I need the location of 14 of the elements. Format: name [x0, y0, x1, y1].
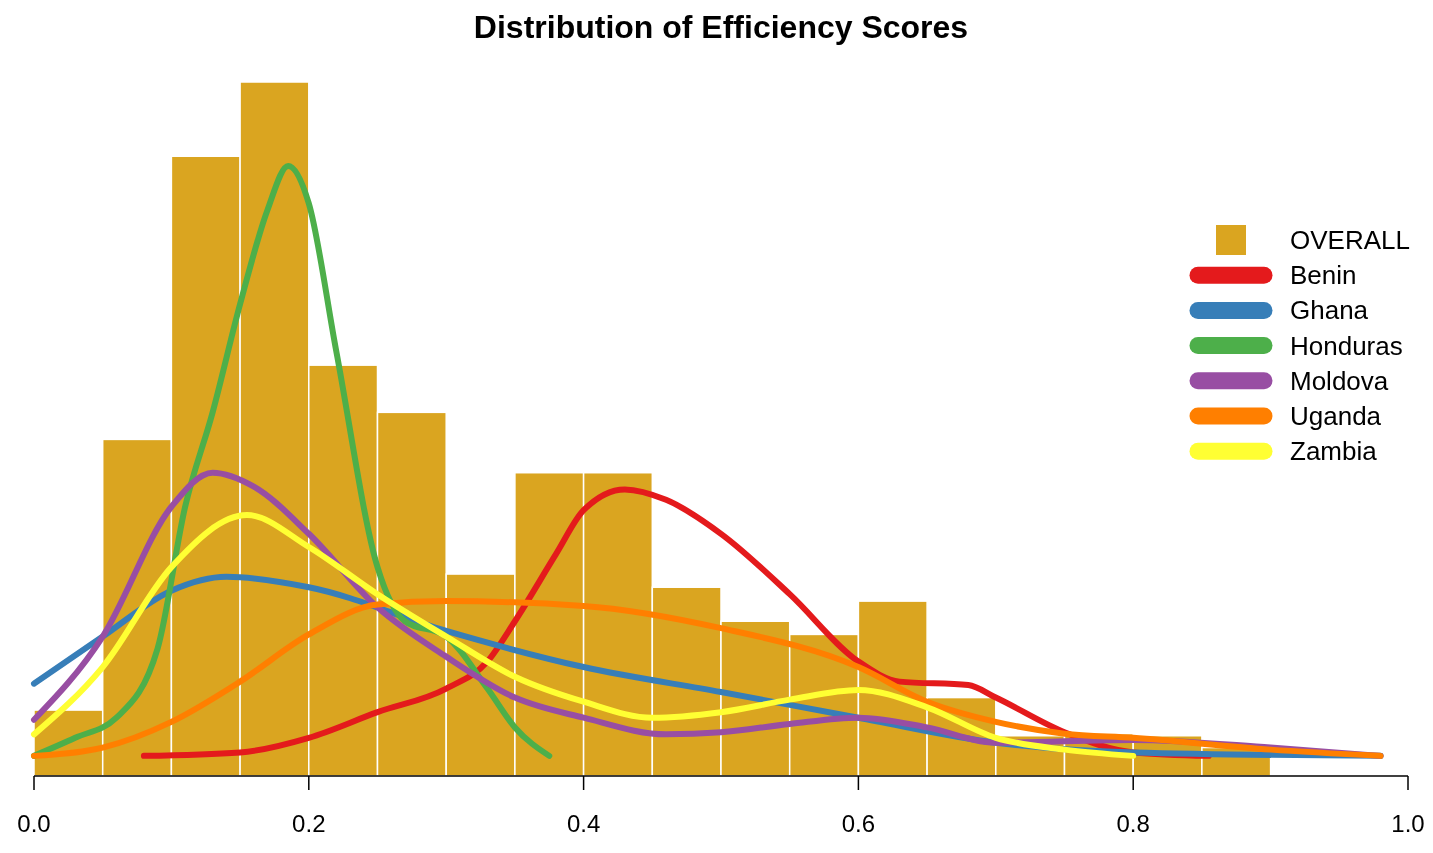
legend-label: Benin: [1290, 260, 1357, 291]
legend-label: OVERALL: [1290, 225, 1410, 255]
legend-label: Uganda: [1290, 401, 1382, 431]
x-tick-label: 1.0: [1391, 810, 1425, 837]
legend-label: Honduras: [1290, 330, 1403, 361]
chart-title: Distribution of Efficiency Scores: [473, 9, 969, 45]
legend-label: Moldova: [1290, 365, 1389, 396]
legend-label: Zambia: [1290, 436, 1378, 467]
x-tick-label: 0.4: [566, 810, 601, 837]
x-tick-label: 0.6: [841, 810, 876, 837]
legend-label: Ghana: [1290, 295, 1369, 326]
x-tick-label: 0.0: [17, 810, 51, 837]
x-tick-label: 0.8: [1116, 810, 1150, 837]
x-tick-label: 0.2: [292, 810, 326, 837]
